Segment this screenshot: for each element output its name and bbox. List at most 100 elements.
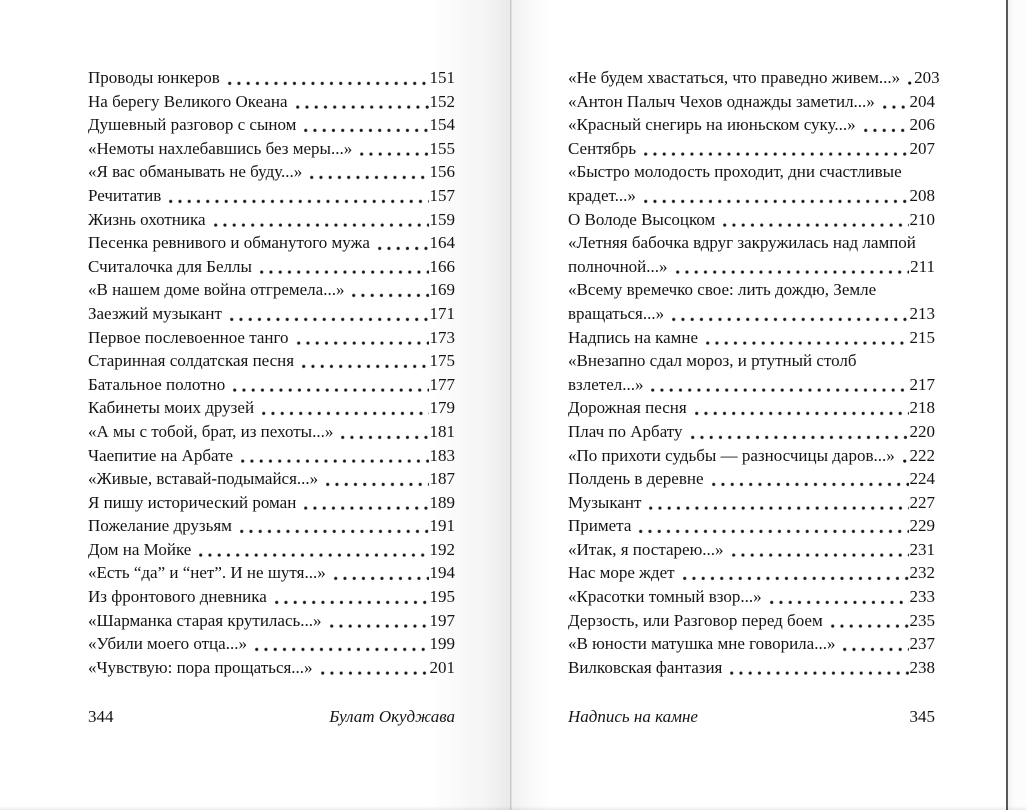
toc-entry-title: «Шарманка старая крутилась...»	[88, 610, 322, 630]
dot-leader	[166, 183, 429, 208]
toc-entry-title: Жизнь охотника	[88, 209, 206, 229]
toc-entry: «А мы с тобой, брат, из пехоты...» 181	[88, 419, 456, 444]
toc-entry-title-line1: «Всему времечко свое: лить дождю, Земле	[568, 280, 877, 300]
toc-entry-title: Чаепитие на Арбате	[88, 445, 234, 465]
toc-entry-title: Вилковская фантазия	[568, 657, 723, 677]
dot-leader	[299, 349, 429, 373]
dot-leader	[899, 443, 909, 468]
toc-entry-title: Дом на Мойке	[88, 539, 192, 559]
toc-list-left: Проводы юнкеров 151 На берегу Великого О…	[88, 66, 456, 680]
running-title-chapter: Надпись на камне	[568, 707, 698, 726]
toc-entry: Старинная солдатская песня 175	[88, 349, 455, 373]
dot-leader	[230, 372, 429, 397]
dot-leader	[301, 490, 429, 515]
dot-leader	[256, 254, 429, 279]
toc-entry-page: 217	[909, 374, 936, 394]
toc-entry-page: 171	[429, 303, 456, 323]
toc-entry: «Не будем хвастаться, что праведно живем…	[568, 66, 940, 90]
toc-entry-page: 159	[429, 209, 456, 229]
dot-leader	[879, 89, 909, 114]
toc-entry: Из фронтового дневника 195	[88, 585, 455, 609]
toc-entry-page: 235	[909, 610, 936, 630]
dot-leader	[827, 608, 909, 633]
toc-entry: «Итак, я постарею...» 231	[568, 537, 935, 562]
right-page-footer: Надпись на камне 345	[568, 705, 935, 729]
toc-entry-title: Надпись на камне	[568, 327, 699, 347]
dot-leader	[636, 514, 909, 538]
toc-entry: На берегу Великого Океана 152	[88, 89, 455, 114]
toc-entry-page: 194	[429, 563, 456, 583]
toc-entry-page: 201	[429, 657, 456, 677]
dot-leader	[374, 231, 429, 255]
dot-leader	[317, 655, 429, 680]
toc-entry-page: 197	[429, 610, 456, 630]
dot-leader	[293, 325, 429, 350]
toc-entry: Кабинеты моих друзей 179	[88, 396, 455, 420]
toc-entry-page: 175	[429, 351, 456, 371]
toc-entry-page: 220	[909, 421, 936, 441]
toc-entry-title: Сентябрь	[568, 138, 637, 158]
toc-entry-page: 203	[914, 68, 940, 87]
toc-entry: Проводы юнкеров 151	[88, 66, 455, 90]
toc-entry-title: Примета	[568, 516, 632, 536]
toc-entry-page: 189	[429, 492, 456, 512]
toc-entry-title: Плач по Арбату	[568, 421, 683, 441]
page-number: 345	[909, 707, 936, 726]
toc-entry: О Володе Высоцком 210	[568, 207, 936, 232]
toc-entry-title: «По прихоти судьбы — разносчицы даров...…	[568, 445, 895, 465]
toc-entry-page: 183	[429, 445, 456, 465]
toc-entry: Сентябрь 207	[568, 136, 935, 161]
toc-entry: Речитатив 157	[88, 183, 455, 208]
toc-entry-title: «Красотки томный взор...»	[568, 587, 762, 607]
toc-entry-title: «В юности матушка мне говорила...»	[568, 634, 836, 654]
dot-leader	[640, 183, 909, 208]
toc-entry: Дом на Мойке 192	[88, 537, 455, 562]
right-page: «Не будем хвастаться, что праведно живем…	[512, 0, 1007, 810]
toc-entry: «Красный снегирь на июньском суку...» 20…	[568, 113, 935, 137]
dot-leader	[691, 396, 909, 420]
toc-entry: Вилковская фантазия 238	[568, 655, 935, 680]
toc-entry-title: «Антон Палыч Чехов однажды заметил...»	[568, 91, 875, 111]
toc-entry-page: 206	[909, 115, 936, 135]
toc-entry: Первое послевоенное танго 173	[88, 325, 455, 350]
toc-entry-page: 155	[429, 138, 456, 158]
toc-entry: Песенка ревнивого и обманутого мужа 164	[88, 231, 455, 255]
toc-entry: «Есть “да” и “нет”. И не шутя...» 194	[88, 561, 456, 586]
page-block-edge-line	[1006, 0, 1008, 810]
toc-entry-title: Песенка ревнивого и обманутого мужа	[88, 233, 370, 253]
toc-entry: Полдень в деревне 224	[568, 467, 935, 491]
toc-entry-title: Пожелание друзьям	[88, 516, 232, 536]
page-number: 344	[88, 707, 114, 726]
toc-entry: «Живые, вставай-подымайся...» 187	[88, 467, 455, 491]
toc-entry-title: О Володе Высоцком	[568, 209, 716, 229]
toc-entry-title: Полдень в деревне	[568, 469, 704, 489]
toc-entry: Батальное полотно 177	[88, 372, 455, 397]
toc-list-right: «Не будем хвастаться, что праведно живем…	[568, 66, 940, 680]
toc-entry: Музыкант 227	[568, 490, 935, 515]
toc-entry: Считалочка для Беллы 166	[88, 254, 455, 279]
toc-entry-page: 164	[429, 233, 456, 253]
dot-leader	[641, 136, 909, 161]
toc-entry-page: 156	[429, 162, 456, 182]
toc-entry-page: 210	[909, 209, 936, 229]
toc-entry-page: 181	[429, 421, 456, 441]
dot-leader	[330, 561, 429, 586]
toc-entry: «Антон Палыч Чехов однажды заметил...» 2…	[568, 89, 935, 114]
toc-entry: Дерзость, или Разговор перед боем 235	[568, 608, 936, 633]
toc-entry: Я пишу исторический роман 189	[88, 490, 456, 515]
toc-entry-title: «Я вас обманывать не буду...»	[88, 162, 303, 182]
toc-entry-title: Первое послевоенное танго	[88, 327, 289, 347]
toc-entry: крадет...» 208	[568, 183, 935, 208]
toc-entry-title: «Живые, вставай-подымайся...»	[88, 469, 319, 489]
dot-leader	[251, 632, 429, 656]
dot-leader	[307, 160, 429, 184]
toc-entry-page: 218	[909, 398, 936, 418]
dot-leader	[323, 467, 429, 491]
dot-leader	[720, 207, 909, 232]
dot-leader	[905, 66, 914, 90]
toc-entry: Душевный разговор с сыном 154	[88, 113, 455, 137]
toc-entry-page: 154	[429, 115, 456, 135]
toc-entry-title: «Чувствую: пора прощаться...»	[88, 657, 313, 677]
toc-entry-page: 237	[909, 634, 936, 654]
